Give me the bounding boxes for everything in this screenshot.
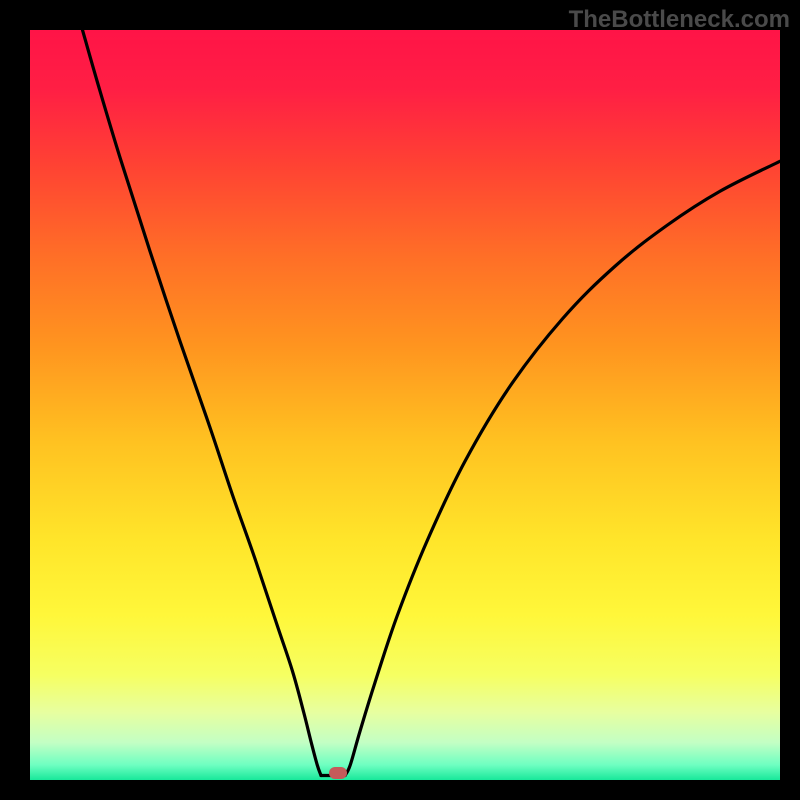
plot-area [30, 30, 780, 780]
bottleneck-curve [30, 30, 780, 780]
optimum-marker [329, 767, 347, 779]
chart-frame: TheBottleneck.com [0, 0, 800, 800]
watermark-text: TheBottleneck.com [569, 6, 790, 34]
